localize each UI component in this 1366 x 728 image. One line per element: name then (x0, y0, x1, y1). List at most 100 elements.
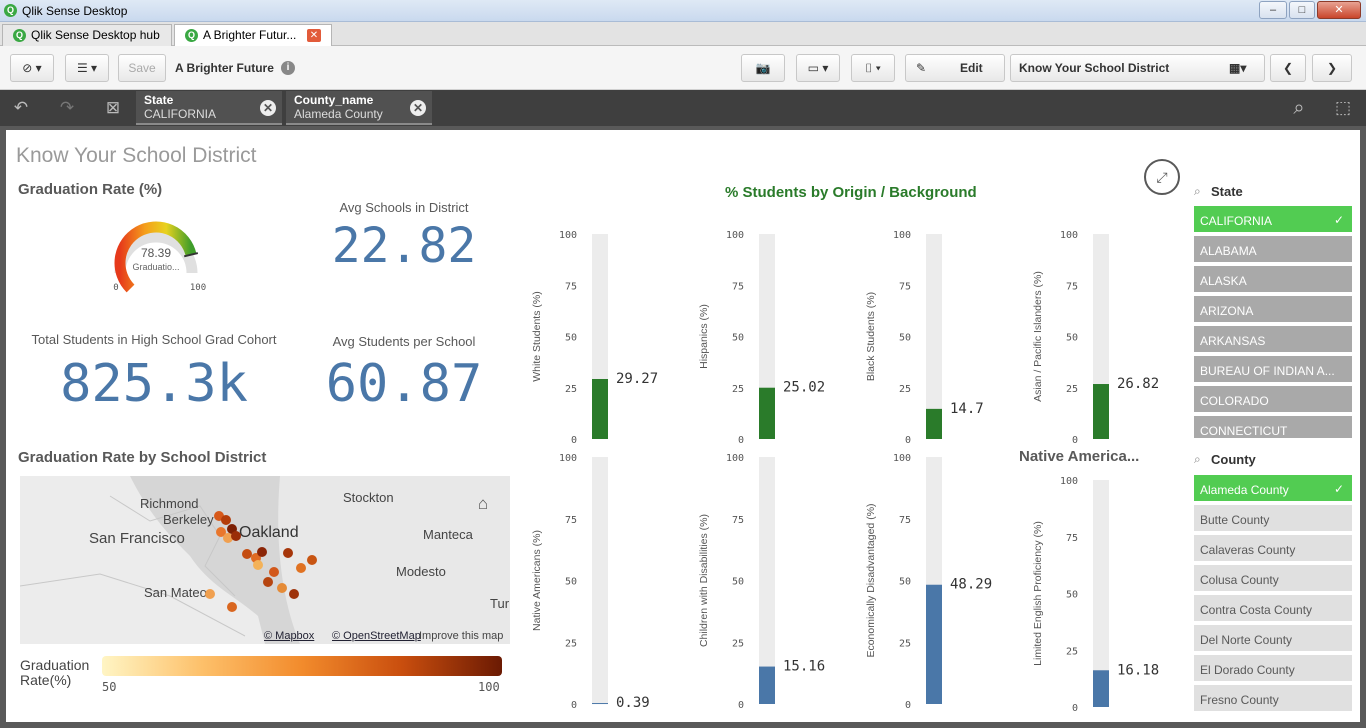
legend-title-line: Rate(%) (20, 672, 72, 688)
state-item[interactable]: ARIZONA (1194, 296, 1352, 324)
save-button[interactable]: Save (118, 54, 166, 82)
snapshot-button[interactable]: 📷 (741, 54, 785, 82)
qlik-logo-icon: Q (185, 29, 198, 42)
axis-tick-label: 25 (732, 638, 744, 649)
graduation-gauge[interactable]: 78.39 Graduatio... 0 100 (106, 215, 206, 295)
map-place-label: Berkeley (163, 512, 214, 527)
osm-credit-link[interactable]: © OpenStreetMap (332, 630, 421, 642)
improve-map-link[interactable]: Improve this map (419, 630, 504, 642)
state-item[interactable]: BUREAU OF INDIAN A... (1194, 356, 1352, 384)
state-item[interactable]: ALASKA (1194, 266, 1352, 294)
axis-title: White Students (%) (531, 291, 543, 381)
axis-title: Children with Disabilities (%) (698, 514, 710, 647)
county-item[interactable]: Colusa County (1194, 565, 1352, 593)
state-list-header[interactable]: State (1211, 184, 1243, 199)
axis-tick-label: 0 (571, 700, 577, 711)
mapbox-credit-link[interactable]: © Mapbox (264, 630, 315, 642)
selection-chip-county[interactable]: County_name Alameda County ✕ (286, 91, 432, 125)
county-item[interactable]: Fresno County (1194, 685, 1352, 713)
legend-title-line: Graduation (20, 657, 90, 673)
info-icon[interactable]: i (281, 61, 295, 75)
tab-hub[interactable]: Q Qlik Sense Desktop hub (2, 24, 172, 46)
selections-tool-icon[interactable]: ⬚ (1334, 98, 1352, 117)
state-item[interactable]: CONNECTICUT (1194, 416, 1352, 440)
axis-tick-label: 0 (571, 435, 577, 446)
maximize-button[interactable]: □ (1289, 1, 1315, 19)
bar (1093, 670, 1109, 707)
axis-tick-label: 100 (1060, 230, 1078, 241)
chip-value: CALIFORNIA (144, 107, 217, 121)
bar-track (926, 234, 942, 439)
navigation-button[interactable]: ⊘ ▾ (10, 54, 54, 82)
story-button[interactable]: ▭ ▾ (796, 54, 840, 82)
bar-value-label: 25.02 (783, 380, 825, 396)
clear-selection-icon[interactable]: ✕ (260, 100, 276, 116)
kpi-total-students[interactable]: 825.3k (60, 354, 248, 414)
sheet-selector[interactable]: Know Your School District ▦▾ (1010, 54, 1265, 82)
step-forward-icon[interactable]: ↷ (59, 98, 75, 117)
map-place-label: Tur (490, 596, 510, 611)
chip-field: County_name (294, 93, 374, 107)
close-tab-icon[interactable]: ✕ (307, 29, 321, 42)
map-place-label: Stockton (343, 490, 394, 505)
school-district-map[interactable]: Richmond Berkeley Oakland San Francisco … (20, 476, 510, 644)
axis-tick-label: 100 (726, 453, 744, 464)
origin-bar-charts[interactable]: 100 75 50 25 0 29.27 White Students (%) 100 75 50… (6, 130, 1186, 722)
axis-tick-label: 50 (899, 577, 911, 588)
axis-tick-label: 100 (559, 453, 577, 464)
minimize-button[interactable]: – (1259, 1, 1287, 19)
map-data-points[interactable] (20, 476, 510, 644)
bar-track (592, 457, 608, 704)
axis-tick-label: 100 (1060, 476, 1078, 487)
legend-min: 50 (102, 680, 117, 694)
county-item[interactable]: Alameda County ✓ (1194, 475, 1352, 503)
axis-tick-label: 50 (899, 333, 911, 344)
clear-selection-icon[interactable]: ✕ (410, 100, 426, 116)
clear-all-icon[interactable]: ⊠ (105, 98, 121, 117)
bar (592, 703, 608, 705)
bar (759, 666, 775, 704)
county-list-header[interactable]: County (1211, 452, 1256, 467)
gauge-value: 78.39 (141, 246, 171, 260)
county-item[interactable]: Contra Costa County (1194, 595, 1352, 623)
axis-tick-label: 25 (899, 384, 911, 395)
chevron-left-icon: ❮ (1282, 61, 1294, 75)
edit-button[interactable]: ✎ Edit (905, 54, 1005, 82)
state-item[interactable]: ALABAMA (1194, 236, 1352, 264)
state-item[interactable]: CALIFORNIA ✓ (1194, 206, 1352, 234)
edit-label: Edit (960, 61, 983, 75)
county-item[interactable]: El Dorado County (1194, 655, 1352, 683)
sheet: Know Your School District Graduation Rat… (6, 130, 1360, 722)
check-icon: ✓ (1333, 213, 1344, 227)
axis-tick-label: 0 (738, 700, 744, 711)
axis-tick-label: 50 (565, 333, 577, 344)
axis-title: Asian / Pacific Islanders (%) (1032, 271, 1044, 402)
state-item[interactable]: COLORADO (1194, 386, 1352, 414)
next-sheet-button[interactable]: ❯ (1312, 54, 1352, 82)
bar (1093, 384, 1109, 439)
state-item[interactable]: ARKANSAS (1194, 326, 1352, 354)
bookmark-button[interactable]: ⌷ ▾ (851, 54, 895, 82)
kpi-avg-students[interactable]: 60.87 (325, 354, 483, 414)
global-menu-button[interactable]: ☰ ▾ (65, 54, 109, 82)
axis-tick-label: 25 (1066, 646, 1078, 657)
axis-tick-label: 0 (905, 700, 911, 711)
step-back-icon[interactable]: ↶ (13, 98, 29, 117)
search-icon[interactable]: ⌕ (1293, 97, 1305, 119)
gauge-label: Graduatio... (132, 262, 179, 272)
county-item[interactable]: Calaveras County (1194, 535, 1352, 563)
tab-app[interactable]: Q A Brighter Futur... ✕ (174, 24, 332, 46)
home-icon[interactable]: ⌂ (477, 494, 489, 513)
close-window-button[interactable]: ✕ (1317, 1, 1361, 19)
county-item[interactable]: Del Norte County (1194, 625, 1352, 653)
legend-max: 100 (478, 680, 500, 694)
axis-tick-label: 0 (738, 435, 744, 446)
selection-chip-state[interactable]: State CALIFORNIA ✕ (136, 91, 282, 125)
axis-tick-label: 50 (1066, 333, 1078, 344)
expand-icon[interactable]: ⤢ (1144, 159, 1180, 195)
previous-sheet-button[interactable]: ❮ (1270, 54, 1306, 82)
county-item[interactable]: Butte County (1194, 505, 1352, 533)
map-place-label: Manteca (423, 527, 473, 542)
bar-value-label: 29.27 (616, 371, 658, 387)
kpi-avg-schools[interactable]: 22.82 (331, 218, 477, 274)
